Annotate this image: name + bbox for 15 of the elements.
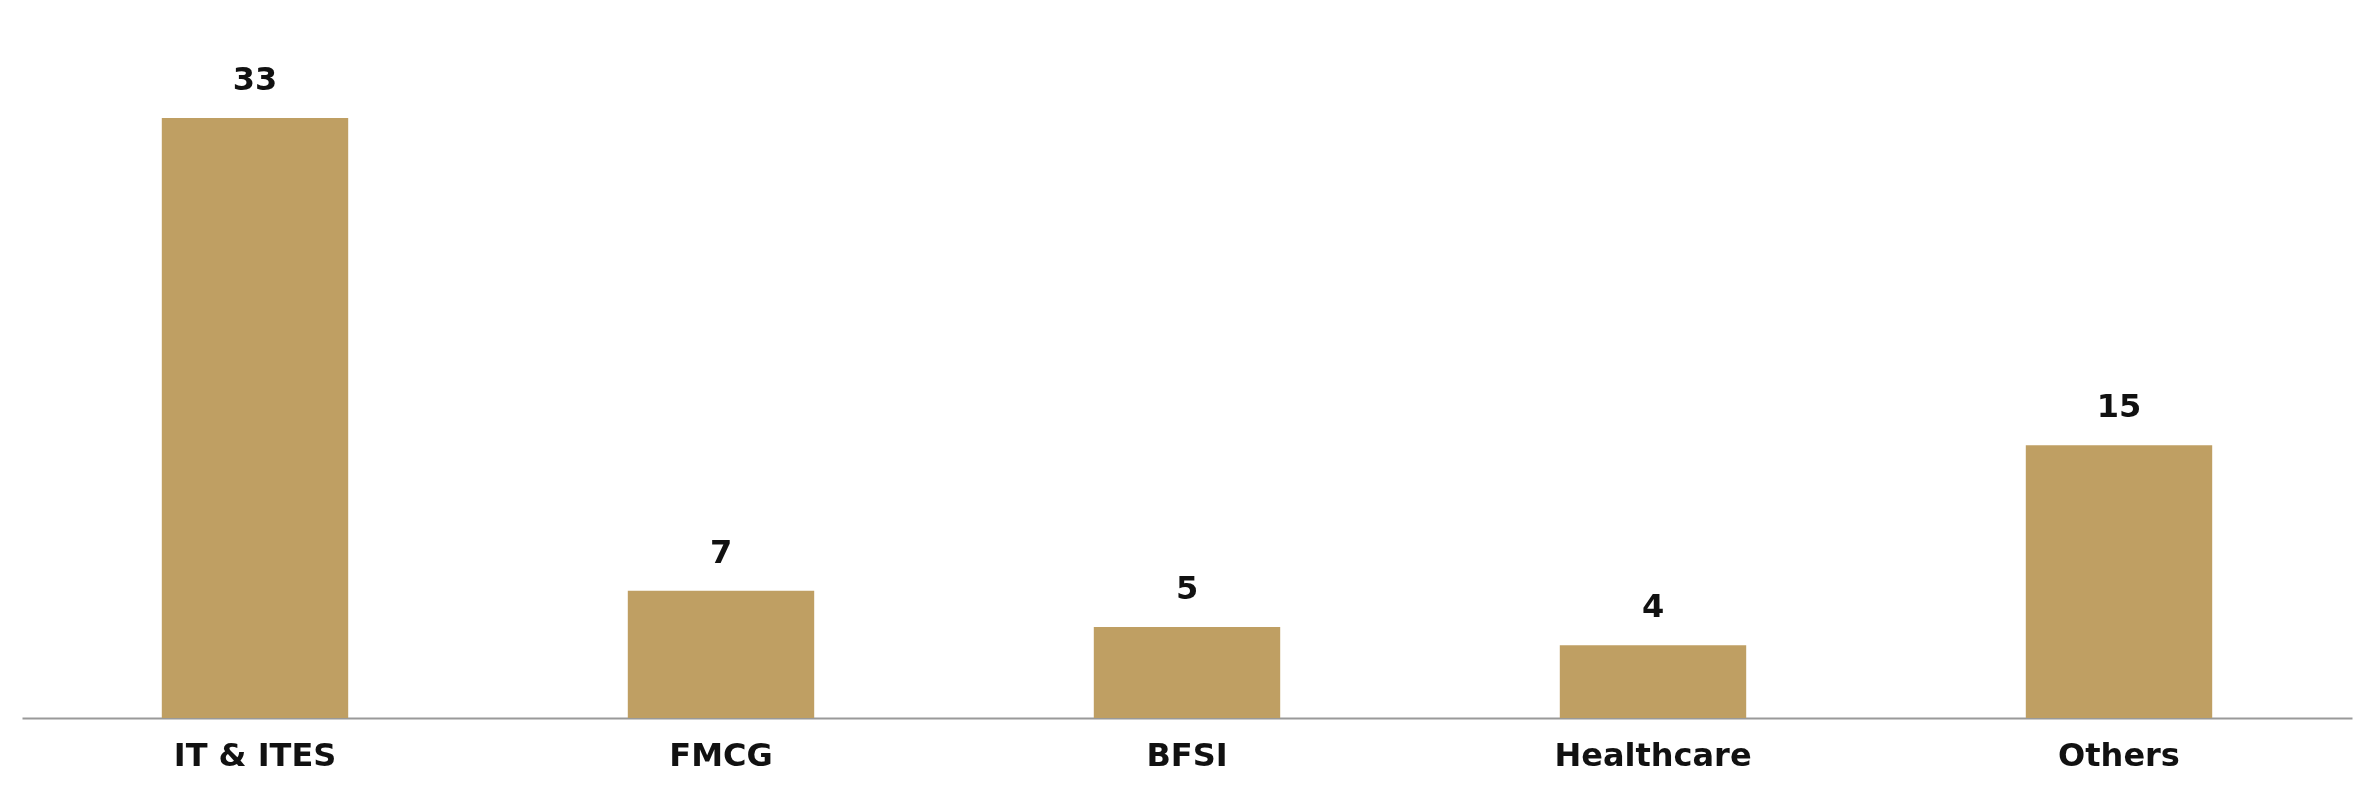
bar <box>627 590 815 718</box>
data-label: 4 <box>1641 587 1665 626</box>
x-tick-label: FMCG <box>669 735 773 774</box>
x-tick-label: IT & ITES <box>173 735 337 774</box>
data-label: 33 <box>232 60 278 98</box>
x-tick-label: Others <box>2058 735 2180 774</box>
x-tick-label: BFSI <box>1146 735 1228 774</box>
data-label: 15 <box>2096 387 2142 426</box>
bar <box>161 118 349 718</box>
data-label: 5 <box>1175 569 1199 608</box>
bar <box>1093 627 1281 718</box>
bar <box>2025 445 2213 718</box>
x-tick-label: Healthcare <box>1554 735 1752 774</box>
bar <box>1559 645 1747 718</box>
data-label: 7 <box>709 532 733 571</box>
